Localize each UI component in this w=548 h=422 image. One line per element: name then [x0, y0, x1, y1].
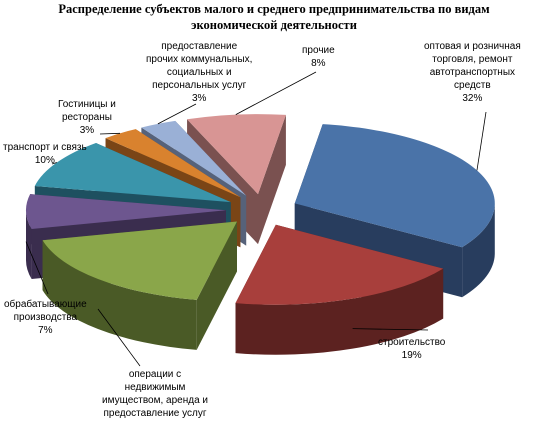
- slice-side-real-estate-0: [42, 240, 197, 350]
- leader-line-construction: [352, 328, 429, 331]
- slice-label-other-line1: прочие: [302, 45, 335, 56]
- slice-top-construction: [235, 224, 444, 305]
- slice-label-real-estate: операции с недвижимым имуществом, аренда…: [102, 368, 208, 420]
- pie-slice-construction: [235, 224, 444, 355]
- slice-label-services-line4: персональных услуг: [152, 80, 247, 91]
- slice-wall-other-1: [258, 114, 286, 245]
- slice-label-real-estate-line2: недвижимым: [124, 382, 186, 393]
- slice-label-hotels-line1: Гостиницы и: [58, 99, 116, 110]
- leader-line-services: [157, 103, 197, 125]
- slice-top-other: [187, 114, 286, 195]
- slice-label-trade-line3: автотранспортных: [429, 67, 516, 78]
- slice-top-hotels: [105, 129, 241, 198]
- slice-value-manufacturing: 7%: [38, 325, 53, 336]
- slice-value-services: 3%: [191, 93, 207, 104]
- leader-line-hotels: [99, 132, 121, 135]
- slice-label-trade-line4: средств: [454, 80, 491, 91]
- leader-lines: [25, 71, 487, 367]
- slice-side-construction-0: [235, 268, 444, 355]
- slice-value-hotels: 3%: [79, 125, 95, 136]
- slice-top-transport: [34, 142, 231, 203]
- slice-label-hotels: Гостиницы и рестораны 3%: [58, 98, 116, 137]
- slice-label-other: прочие 8%: [302, 44, 335, 70]
- slice-value-trade: 32%: [462, 93, 483, 104]
- slice-label-services-line2: прочих коммунальных,: [146, 54, 253, 65]
- slice-label-trade: оптовая и розничная торговля, ремонт авт…: [424, 40, 521, 105]
- slice-label-real-estate-line4: предоставление услуг: [103, 408, 207, 419]
- slice-label-trade-line1: оптовая и розничная: [424, 41, 521, 52]
- slice-label-services: предоставление прочих коммунальных, соци…: [146, 40, 252, 105]
- slice-label-real-estate-line1: операции с: [128, 369, 182, 380]
- slice-label-construction: строительство 19%: [378, 336, 445, 362]
- leader-line-other: [235, 71, 317, 115]
- slice-label-services-line3: социальных и: [166, 67, 232, 78]
- slice-label-transport: транспорт и связь 10%: [3, 141, 87, 167]
- slice-value-transport: 10%: [34, 155, 55, 166]
- slice-label-trade-line2: торговля, ремонт: [432, 54, 513, 65]
- slice-label-manufacturing-line2: производства: [13, 312, 78, 323]
- slice-top-services: [141, 120, 247, 196]
- slice-side-manufacturing-0: [26, 210, 32, 280]
- leader-line-manufacturing: [25, 241, 49, 295]
- chart-title: Распределение субъектов малого и среднег…: [58, 2, 490, 32]
- slice-side-trade-0: [462, 203, 495, 298]
- leader-line-trade: [476, 111, 487, 171]
- pie-slices: [26, 114, 495, 355]
- slice-value-other: 8%: [311, 58, 326, 69]
- leader-line-real-estate: [97, 308, 141, 367]
- slice-top-trade: [294, 124, 495, 248]
- slice-label-construction-line1: строительство: [378, 337, 446, 348]
- leader-line-transport: [51, 162, 57, 165]
- slice-label-transport-line1: транспорт и связь: [3, 142, 87, 153]
- pie-slice-real-estate: [42, 221, 237, 350]
- slice-top-manufacturing: [26, 194, 227, 230]
- slice-label-services-line1: предоставление: [161, 41, 238, 52]
- slice-label-real-estate-line3: имуществом, аренда и: [102, 395, 208, 406]
- slice-label-manufacturing-line1: обрабатывающие: [4, 299, 87, 310]
- slice-value-construction: 19%: [401, 350, 422, 361]
- slice-top-real-estate: [42, 221, 237, 300]
- slice-label-manufacturing: обрабатывающие производства 7%: [4, 298, 87, 337]
- slice-label-hotels-line2: рестораны: [61, 112, 112, 123]
